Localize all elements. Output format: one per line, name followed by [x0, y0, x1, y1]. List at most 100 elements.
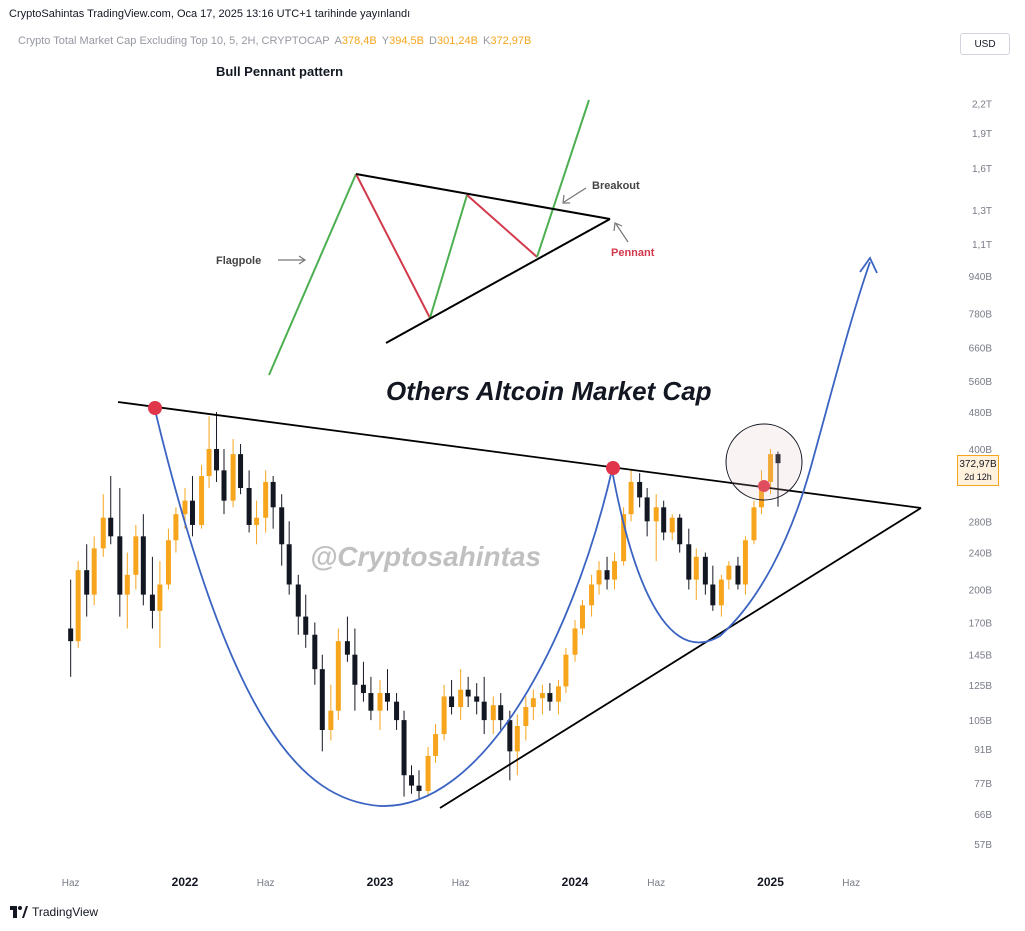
y-tick-label: 480B — [969, 408, 993, 419]
candle-body — [530, 698, 536, 708]
candle-body — [165, 540, 171, 585]
y-tick-label: 400B — [969, 445, 993, 456]
candle-body — [303, 616, 309, 635]
candle-body — [686, 544, 692, 580]
candle-body — [124, 574, 130, 595]
candle-body — [726, 565, 732, 580]
candle-body — [100, 517, 106, 549]
candle-body — [751, 507, 757, 541]
candle-body — [246, 487, 252, 525]
candle-body — [433, 734, 439, 756]
candle-body — [735, 565, 741, 585]
candle-body — [157, 584, 163, 611]
candle-body — [263, 481, 269, 518]
candle-body — [465, 689, 471, 697]
x-tick-label: Haz — [257, 878, 275, 889]
candle-body — [742, 540, 748, 585]
candle-body — [637, 481, 643, 498]
pennant-pointer-arrow — [615, 223, 629, 243]
candle-body — [254, 517, 260, 525]
candle-body — [653, 507, 659, 522]
y-tick-label: 560B — [969, 377, 993, 388]
candle-body — [539, 693, 545, 699]
candle-body — [377, 693, 383, 711]
y-tick-label: 660B — [969, 343, 993, 354]
candle-body — [221, 470, 227, 501]
candle-body — [344, 641, 350, 655]
candle-body — [173, 514, 179, 541]
candle-body — [75, 570, 81, 642]
candle-body — [498, 705, 504, 721]
candle-body — [117, 536, 123, 595]
candle-body — [775, 454, 781, 464]
candle-body — [270, 481, 276, 508]
x-tick-label: 2022 — [172, 875, 199, 889]
y-tick-label: 170B — [969, 618, 993, 629]
candle-body — [563, 654, 569, 687]
candle-body — [279, 507, 285, 545]
peak-marker — [606, 461, 620, 475]
y-tick-label: 780B — [969, 310, 993, 321]
candle-body — [401, 720, 407, 776]
y-tick-label: 57B — [974, 840, 992, 851]
candle-body — [579, 605, 585, 629]
candle-body — [621, 514, 627, 562]
candle-body — [677, 517, 683, 545]
x-tick-label: 2023 — [367, 875, 394, 889]
candle-body — [230, 454, 236, 501]
candle-body — [710, 584, 716, 606]
y-tick-label: 280B — [969, 517, 993, 528]
y-tick-label: 145B — [969, 651, 993, 662]
candle-body — [572, 628, 578, 655]
candle-body — [547, 693, 553, 702]
candle-body — [758, 481, 764, 508]
x-tick-label: 2025 — [757, 875, 784, 889]
candle-body — [425, 755, 431, 792]
ohlc-low: D301,24B — [429, 35, 478, 47]
candle-body — [319, 669, 325, 730]
candle-body — [693, 556, 699, 580]
cup-curve — [154, 409, 613, 807]
candle-body — [199, 476, 205, 525]
tradingview-logo[interactable]: TradingView — [10, 905, 98, 919]
candle-body — [360, 684, 366, 694]
pennant-down-line — [355, 173, 431, 319]
breakout-pointer-arrowhead — [562, 194, 570, 204]
candle-body — [108, 517, 114, 537]
candle-body — [612, 561, 618, 580]
candle-body — [335, 641, 341, 711]
pennant-lower-line — [385, 218, 611, 344]
y-tick-label: 125B — [969, 681, 993, 692]
currency-button[interactable]: USD — [960, 33, 1010, 55]
price-chart[interactable]: 2,2T 1,9T 1,6T 1,3T 1,1T 940B 780B 660B 560B 480B… — [0, 26, 1025, 896]
pennant-pointer-arrowhead — [613, 222, 623, 232]
candle-body — [409, 775, 415, 786]
candle-body — [182, 500, 188, 515]
candle-body — [416, 785, 422, 792]
candle-body — [312, 634, 318, 670]
last-price-badge: 372,97B 2d 12h — [957, 455, 999, 486]
candle-body — [394, 701, 400, 721]
candle-body — [140, 536, 146, 595]
candle-body — [644, 497, 650, 522]
big-title: Others Altcoin Market Cap — [386, 376, 712, 406]
candle-body — [441, 696, 447, 735]
candle-body — [84, 570, 90, 595]
y-tick-label: 940B — [969, 272, 993, 283]
candle-body — [702, 556, 708, 585]
candle-body — [661, 507, 667, 533]
peak-marker — [148, 401, 162, 415]
ohlc-high: Y394,5B — [381, 35, 424, 47]
flagpole-line — [268, 173, 357, 376]
candle-body — [768, 454, 774, 482]
candle-body — [368, 693, 374, 711]
candle-body — [474, 696, 480, 702]
candle-body — [352, 654, 358, 685]
candle-body — [523, 707, 529, 726]
candle-body — [507, 720, 513, 752]
candle-body — [589, 584, 595, 606]
candle-body — [68, 628, 74, 642]
cup-curve-arrow — [611, 261, 871, 644]
x-tick-label: Haz — [452, 878, 470, 889]
resistance-trendline — [117, 401, 922, 509]
